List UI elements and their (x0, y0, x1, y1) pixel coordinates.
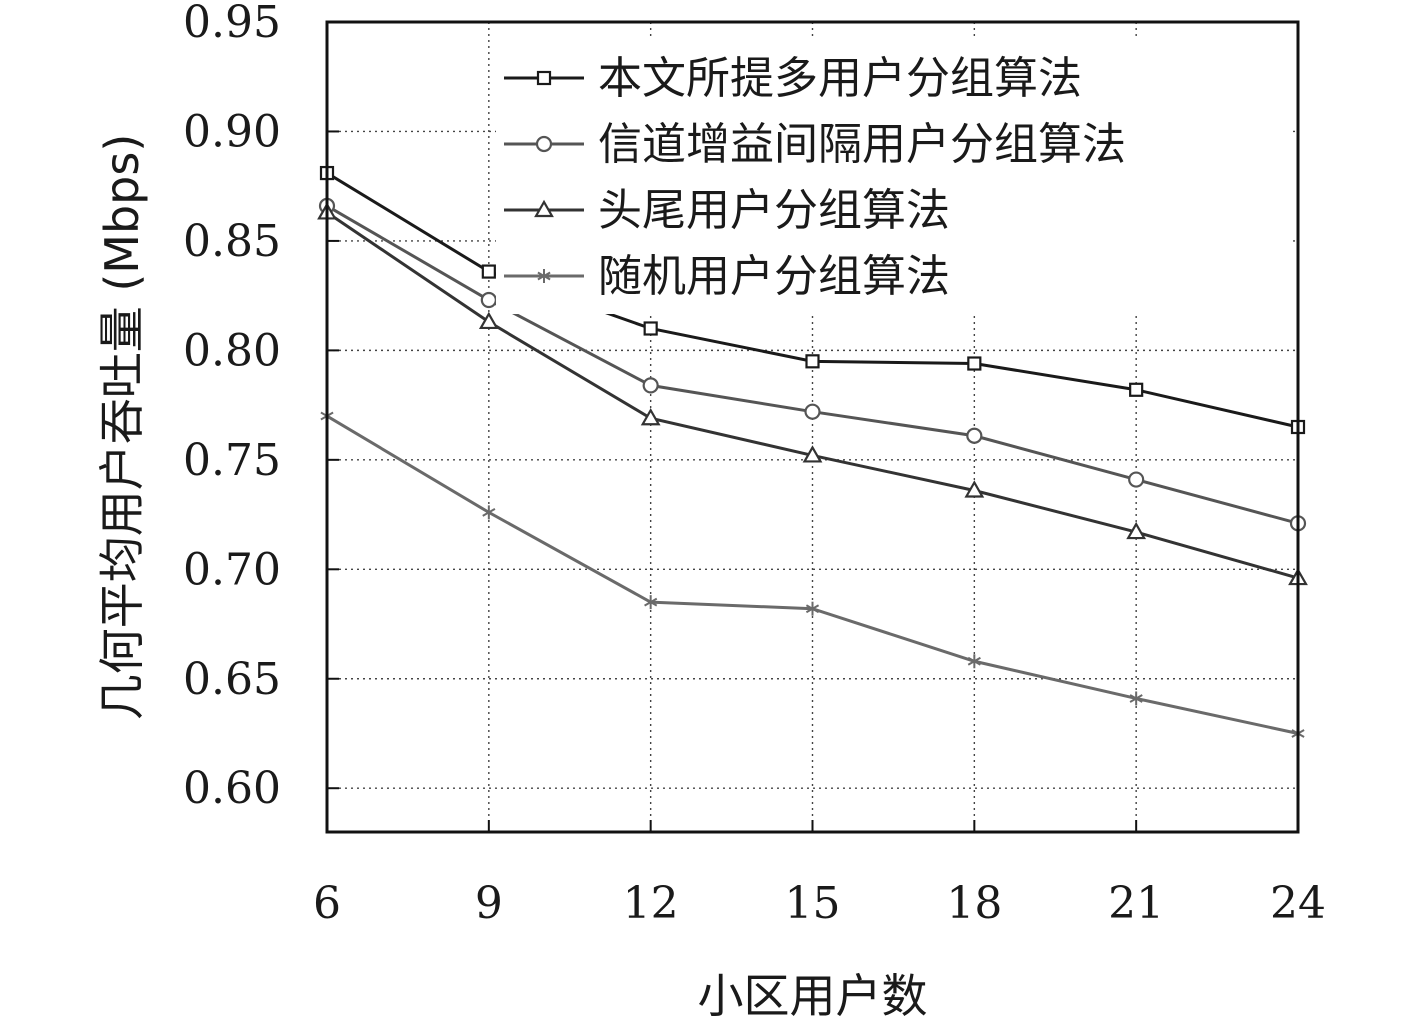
y-tick-label: 0.65 (183, 654, 281, 705)
data-point (534, 199, 554, 218)
data-point (480, 291, 497, 309)
data-point (1129, 382, 1144, 397)
data-point (478, 311, 499, 330)
data-point (805, 354, 820, 369)
star-stroke (805, 604, 820, 614)
legend-label: 信道增益间隔用户分组算法 (598, 119, 1126, 170)
data-point (802, 445, 823, 463)
data-point (967, 654, 981, 669)
y-tick-label: 0.95 (183, 0, 281, 48)
x-tick-label: 12 (623, 878, 679, 929)
data-point (1126, 521, 1147, 540)
legend-background (496, 36, 1292, 314)
data-point (642, 377, 659, 394)
star-stroke (644, 597, 658, 607)
data-point (536, 70, 552, 86)
x-tick-label: 18 (946, 878, 1002, 929)
x-tick-label: 24 (1270, 878, 1326, 929)
data-point (481, 264, 496, 279)
y-tick-label: 0.85 (183, 216, 281, 267)
y-tick-labels: 0.60 0.65 0.70 0.75 0.80 0.85 0.90 0.95 (183, 0, 281, 814)
series-4 (320, 409, 1305, 741)
series-1 (319, 165, 1306, 435)
x-tick-label: 6 (313, 878, 341, 929)
data-point (535, 135, 553, 153)
legend-item: 本文所提多用户分组算法 (504, 53, 1082, 104)
star-stroke (967, 656, 981, 666)
plot-frame (325, 20, 1300, 834)
legend-item: 信道增益间隔用户分组算法 (504, 119, 1126, 170)
grid (326, 21, 1299, 832)
y-tick-label: 0.90 (183, 106, 281, 157)
data-point (967, 356, 982, 371)
data-point (805, 601, 820, 616)
star-stroke (537, 271, 551, 281)
x-tick-label: 9 (475, 878, 503, 929)
data-point (964, 480, 985, 498)
y-tick-label: 0.80 (183, 325, 281, 376)
data-point (966, 427, 983, 444)
data-point (1128, 471, 1145, 488)
data-point (643, 321, 658, 336)
x-tick-label: 21 (1108, 878, 1164, 929)
legend-item: 随机用户分组算法 (504, 251, 950, 302)
y-tick-label: 0.60 (183, 763, 281, 814)
star-stroke (1129, 694, 1143, 703)
star-stroke (482, 508, 496, 517)
legend-item: 头尾用户分组算法 (504, 185, 950, 236)
data-point (482, 505, 496, 520)
y-tick-label: 0.70 (183, 544, 281, 595)
y-tick-label: 0.75 (183, 435, 281, 486)
data-point (640, 408, 661, 426)
legend-label: 头尾用户分组算法 (598, 185, 950, 236)
legend-label: 随机用户分组算法 (598, 251, 950, 302)
x-tick-label: 15 (785, 878, 841, 929)
x-axis-title: 小区用户数 (698, 969, 928, 1023)
legend-label: 本文所提多用户分组算法 (598, 53, 1082, 104)
data-point (804, 403, 821, 420)
data-point (1129, 691, 1143, 706)
y-axis-title: 几何平均用户吞吐量 (Mbps) (95, 134, 149, 721)
x-tick-labels: 6 9 12 15 18 21 24 (313, 878, 1326, 929)
data-point (644, 595, 658, 610)
data-point (537, 269, 551, 283)
